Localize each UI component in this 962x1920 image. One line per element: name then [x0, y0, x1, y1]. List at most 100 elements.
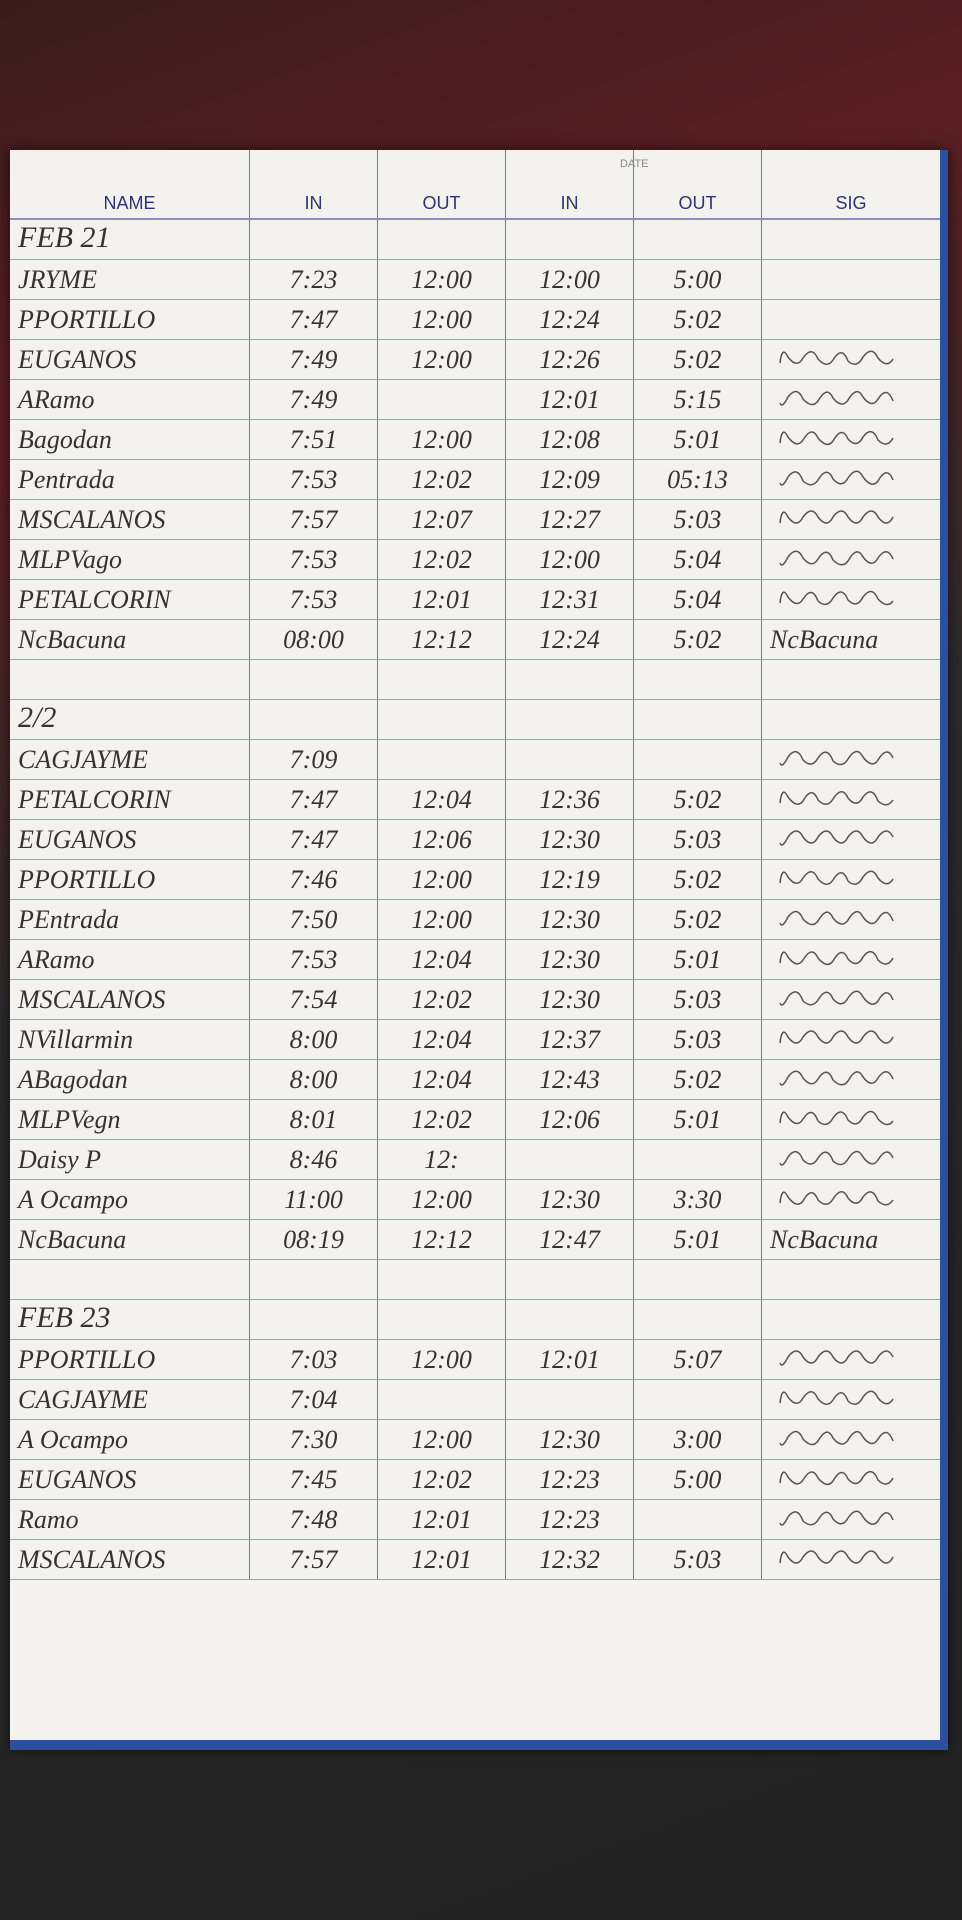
signature-cell [762, 820, 940, 859]
column-header: OUT [378, 150, 506, 218]
time-cell: 3:30 [634, 1180, 762, 1219]
log-row: PETALCORIN 7:53 12:01 12:31 5:04 [10, 580, 940, 620]
scribble-path [779, 830, 894, 846]
signature-cell [762, 1060, 940, 1099]
name-cell: ABagodan [10, 1060, 250, 1099]
empty-cell [378, 1260, 506, 1299]
name-cell: ARamo [10, 940, 250, 979]
signature-cell [762, 1340, 940, 1379]
name-cell: CAGJAYME [10, 740, 250, 779]
signature-scribble [779, 870, 894, 885]
scribble-path [779, 870, 894, 885]
time-cell: 12:30 [506, 940, 634, 979]
time-cell: 12:30 [506, 980, 634, 1019]
signature-cell [762, 540, 940, 579]
time-cell: 12:30 [506, 820, 634, 859]
time-cell: 12:06 [378, 820, 506, 859]
signature-scribble [779, 550, 894, 566]
empty-cell [506, 1260, 634, 1299]
time-cell: 5:04 [634, 540, 762, 579]
scribble-path [779, 1030, 894, 1044]
empty-cell [506, 220, 634, 259]
column-header: OUT [634, 150, 762, 218]
name-cell: MSCALANOS [10, 980, 250, 1019]
time-cell: 5:00 [634, 260, 762, 299]
scribble-path [779, 750, 894, 766]
time-cell: 7:48 [250, 1500, 378, 1539]
log-row: PETALCORIN 7:47 12:04 12:36 5:02 [10, 780, 940, 820]
time-cell [506, 1140, 634, 1179]
time-cell: 12:01 [506, 380, 634, 419]
time-cell: 7:47 [250, 820, 378, 859]
time-cell: 12:04 [378, 1020, 506, 1059]
signature-cell [762, 300, 940, 339]
signature-scribble [779, 1191, 894, 1206]
signature-scribble [779, 1510, 894, 1526]
log-row: Ramo 7:48 12:01 12:23 [10, 1500, 940, 1540]
time-cell: 12:32 [506, 1540, 634, 1579]
time-cell: 7:45 [250, 1460, 378, 1499]
log-row: EUGANOS 7:45 12:02 12:23 5:00 [10, 1460, 940, 1500]
signature-cell [762, 1380, 940, 1419]
time-cell: 7:50 [250, 900, 378, 939]
scribble-path [779, 1110, 894, 1126]
log-row: MSCALANOS 7:57 12:07 12:27 5:03 [10, 500, 940, 540]
time-cell: 08:00 [250, 620, 378, 659]
name-cell: NcBacuna [10, 620, 250, 659]
signature-scribble [779, 1550, 894, 1564]
name-cell: PETALCORIN [10, 780, 250, 819]
time-cell: 5:02 [634, 620, 762, 659]
time-cell: 7:47 [250, 780, 378, 819]
time-cell: 12:06 [506, 1100, 634, 1139]
time-cell: 12:00 [506, 260, 634, 299]
empty-cell [250, 660, 378, 699]
name-cell: MSCALANOS [10, 500, 250, 539]
time-cell: 12:01 [506, 1340, 634, 1379]
log-row: ABagodan 8:00 12:04 12:43 5:02 [10, 1060, 940, 1100]
time-cell: 5:04 [634, 580, 762, 619]
signature-scribble [779, 1390, 894, 1405]
time-cell: 8:46 [250, 1140, 378, 1179]
time-cell: 12:30 [506, 1420, 634, 1459]
scribble-path [779, 1191, 894, 1206]
time-cell: 5:02 [634, 340, 762, 379]
time-cell: 12:02 [378, 1460, 506, 1499]
signature-cell [762, 1500, 940, 1539]
time-cell: 5:01 [634, 1220, 762, 1259]
column-header: NAME [10, 150, 250, 218]
signature-scribble [779, 1070, 894, 1086]
signature-scribble [779, 1430, 894, 1446]
empty-cell [378, 660, 506, 699]
time-cell: 5:02 [634, 860, 762, 899]
empty-cell [762, 660, 940, 699]
time-cell: 12:04 [378, 940, 506, 979]
signature-cell [762, 1540, 940, 1579]
scribble-path [779, 350, 894, 365]
signature-scribble [779, 791, 894, 806]
column-header: IN [250, 150, 378, 218]
name-cell: MSCALANOS [10, 1540, 250, 1579]
signature-scribble [779, 390, 894, 406]
time-cell: 12:24 [506, 300, 634, 339]
scribble-path [779, 1550, 894, 1564]
name-cell: Daisy P [10, 1140, 250, 1179]
time-cell [634, 740, 762, 779]
time-cell: 12:12 [378, 620, 506, 659]
name-cell: NcBacuna [10, 1220, 250, 1259]
time-cell: 7:57 [250, 1540, 378, 1579]
time-cell: 5:02 [634, 900, 762, 939]
section-title: FEB 23 [10, 1300, 250, 1339]
signature-cell: NcBacuna [770, 625, 879, 654]
log-row: MSCALANOS 7:54 12:02 12:30 5:03 [10, 980, 940, 1020]
name-cell: NVillarmin [10, 1020, 250, 1059]
time-cell: 5:01 [634, 940, 762, 979]
time-cell: 12:12 [378, 1220, 506, 1259]
time-cell [634, 1380, 762, 1419]
scribble-path [779, 1510, 894, 1526]
scribble-path [779, 1471, 894, 1486]
signature-cell [762, 860, 940, 899]
time-cell: 12:01 [378, 1500, 506, 1539]
logbook-page: DATE NAME IN OUT IN OUT SIG FEB 21 JRYME 7:23 12… [10, 150, 948, 1750]
log-row: MLPVago 7:53 12:02 12:00 5:04 [10, 540, 940, 580]
time-cell [378, 1380, 506, 1419]
